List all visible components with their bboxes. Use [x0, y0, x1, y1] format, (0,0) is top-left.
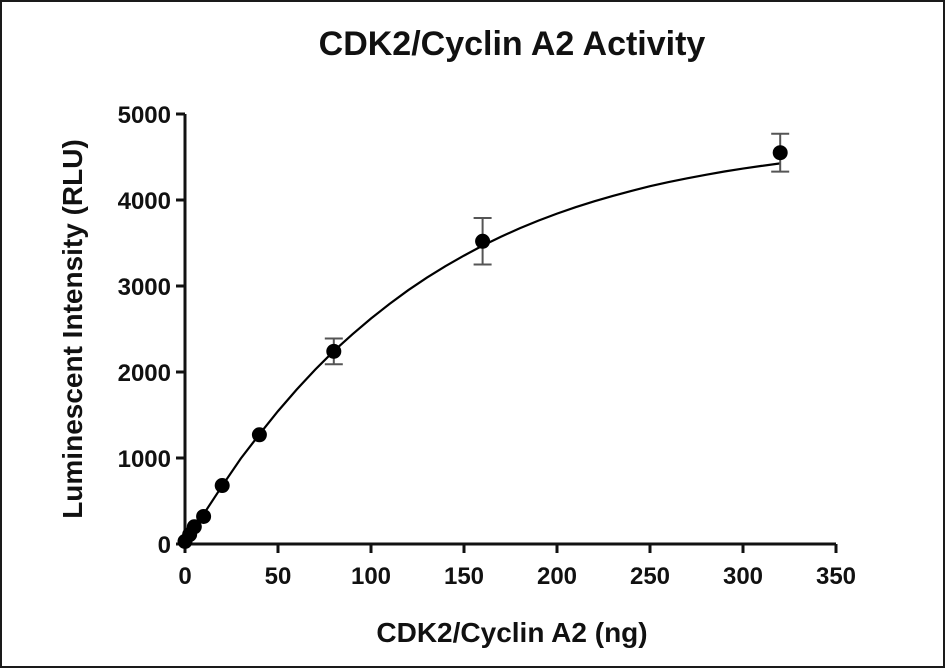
data-point [214, 478, 230, 494]
x-tick-label: 200 [537, 563, 577, 590]
points-layer [177, 145, 788, 549]
y-axis-label: Luminescent Intensity (RLU) [57, 139, 88, 519]
data-point [196, 508, 212, 524]
x-tick-label: 300 [723, 563, 763, 590]
y-tick-label: 5000 [118, 102, 171, 129]
x-tick-label: 150 [444, 563, 484, 590]
data-point [326, 343, 342, 359]
error-bars-layer [324, 132, 790, 366]
y-tick-label: 4000 [118, 188, 171, 215]
x-tick-label: 100 [351, 563, 391, 590]
y-tick-label: 1000 [118, 446, 171, 473]
chart-title: CDK2/Cyclin A2 Activity [319, 25, 706, 63]
x-axis-label: CDK2/Cyclin A2 (ng) [376, 617, 647, 648]
axes: 0 1000 2000 3000 4000 5000 0 50 100 150 200 250 300 3… [118, 102, 856, 590]
x-tick-label: 50 [265, 563, 292, 590]
data-point [772, 145, 788, 161]
y-tick-label: 2000 [118, 360, 171, 387]
x-tick-label: 0 [178, 563, 191, 590]
data-point [251, 427, 267, 443]
y-tick-label: 3000 [118, 274, 171, 301]
y-tick-label: 0 [158, 532, 171, 559]
data-point [186, 519, 202, 535]
x-tick-label: 250 [630, 563, 670, 590]
x-tick-label: 350 [816, 563, 856, 590]
data-point [475, 233, 491, 249]
